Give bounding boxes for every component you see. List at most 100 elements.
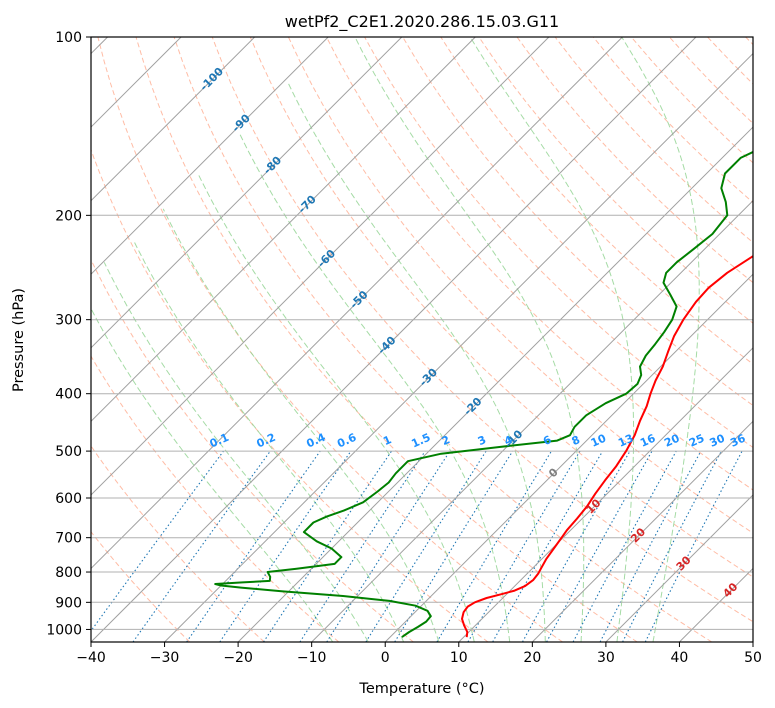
dry-adiabat: [91, 148, 489, 642]
y-axis: 100 200 300 400 500 600 700 800 900 1000: [46, 30, 91, 638]
dry-adiabat: [364, 37, 753, 449]
isotherm-line: [605, 494, 753, 642]
y-tick-label: 400: [55, 387, 82, 403]
dry-adiabat: [91, 355, 340, 642]
mixing-ratio-label: 30: [708, 431, 728, 449]
mixing-ratio-line: [644, 450, 743, 642]
mixing-ratio-label: 20: [662, 431, 682, 449]
pressure-grid: [91, 37, 753, 630]
isotherm-line: [91, 37, 550, 496]
isotherm-line: [91, 37, 697, 642]
mixing-ratio-line: [572, 450, 677, 642]
mixing-ratio-label: 16: [638, 431, 658, 449]
x-tick-label: −30: [150, 650, 180, 666]
isotherm-line: [752, 641, 753, 642]
isotherm-line: [384, 273, 753, 642]
x-axis-title: Temperature (°C): [358, 681, 484, 697]
y-tick-label: 300: [55, 313, 82, 329]
dry-adiabat: [91, 445, 265, 642]
mixing-ratio-line: [622, 450, 722, 642]
x-tick-label: −40: [76, 650, 106, 666]
x-tick-label: 0: [381, 650, 390, 666]
temperature-profile: [461, 255, 753, 638]
y-tick-label: 600: [55, 491, 82, 507]
mixing-ratio-line: [522, 450, 631, 642]
x-tick-label: 50: [744, 650, 762, 666]
isotherm-label: -80: [261, 154, 284, 177]
mixing-ratio-label: 0.6: [335, 431, 358, 451]
isopleth-labels: -100-90-80-70-60-50-40-30-20-10010203040…: [197, 65, 747, 601]
mixing-ratio-label: 10: [589, 431, 609, 449]
isotherm-line: [91, 37, 623, 570]
moist-adiabat: [197, 173, 475, 642]
y-tick-label: 500: [55, 444, 82, 460]
mixing-ratio-line: [219, 450, 352, 642]
isotherm-label: 40: [720, 580, 740, 600]
mixing-ratio-line: [263, 450, 392, 642]
mixing-ratio-line: [326, 450, 451, 642]
isotherm-line: [458, 347, 753, 642]
y-tick-label: 900: [55, 595, 82, 611]
mixing-ratio-label: 8: [570, 433, 582, 448]
isotherm-line: [91, 37, 256, 202]
isotherm-line: [311, 199, 753, 642]
dry-adiabat: [440, 37, 753, 365]
dry-adiabat: [592, 37, 753, 204]
isotherm-line: [91, 37, 403, 349]
dry-adiabat: [91, 258, 414, 642]
y-tick-label: 700: [55, 531, 82, 547]
mixing-ratio-line: [394, 450, 514, 642]
isotherm-line: [164, 52, 753, 642]
profile-lines: [214, 150, 753, 638]
mixing-ratio-label: 0.1: [208, 431, 231, 451]
isotherm-line: [531, 420, 753, 642]
isotherm-line: [91, 37, 476, 423]
mixing-ratio-label: 36: [728, 431, 748, 449]
mixing-ratio-label: 1.5: [409, 431, 432, 451]
dry-adiabat: [745, 37, 753, 46]
moist-adiabat: [162, 208, 440, 642]
dry-adiabat: [478, 37, 753, 324]
mixing-ratio-line: [436, 450, 552, 642]
dry-adiabat: [669, 37, 753, 125]
mixing-ratio-label: 3: [476, 433, 488, 448]
isotherm-line: [237, 126, 753, 642]
x-tick-label: −10: [297, 650, 327, 666]
moist-adiabat: [288, 83, 546, 642]
moist-adiabat: [238, 132, 511, 642]
moist-adiabat: [91, 307, 334, 642]
x-tick-label: 40: [671, 650, 689, 666]
x-tick-label: 20: [523, 650, 541, 666]
dry-adiabat: [516, 37, 753, 284]
moist-adiabat: [621, 37, 700, 642]
dry-adiabat: [135, 37, 638, 642]
isotherm-line: [679, 567, 753, 642]
dry-adiabat: [707, 37, 753, 85]
background-lines: [91, 37, 753, 642]
mixing-ratio-label: 2: [440, 433, 452, 448]
x-tick-label: 10: [450, 650, 468, 666]
dry-adiabat: [326, 37, 753, 491]
dry-adiabat: [91, 531, 191, 642]
mixing-ratio-label: 13: [616, 432, 635, 450]
y-tick-label: 200: [55, 208, 82, 224]
mixing-ratio-line: [132, 450, 271, 642]
y-axis-title: Pressure (hPa): [11, 288, 27, 392]
x-tick-label: 30: [597, 650, 615, 666]
mixing-ratio-label: 0.2: [255, 431, 278, 451]
x-axis: −40 −30 −20 −10 0 10 20 30 40 50: [76, 642, 762, 666]
dry-adiabat: [554, 37, 753, 244]
y-tick-label: 1000: [46, 622, 82, 638]
y-tick-label: 800: [55, 565, 82, 581]
plot-frame: [90, 36, 754, 643]
dry-adiabat: [402, 37, 753, 407]
mixing-ratio-line: [91, 450, 224, 632]
dry-adiabat: [249, 37, 753, 578]
dry-adiabat: [211, 37, 753, 623]
isotherm-line: [91, 37, 329, 275]
mixing-ratio-line: [299, 450, 426, 642]
moist-adiabat: [132, 239, 405, 642]
mixing-ratio-label: 25: [687, 432, 706, 450]
mixing-ratio-line: [546, 450, 653, 642]
